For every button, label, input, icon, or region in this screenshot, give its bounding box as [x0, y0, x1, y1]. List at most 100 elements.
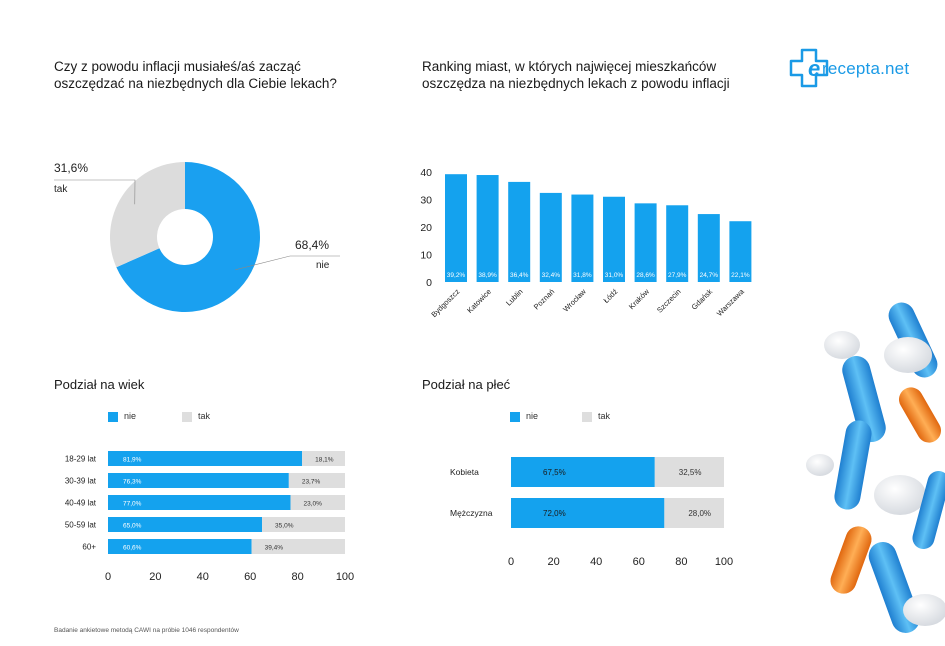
- legend-tak-swatch: [182, 412, 192, 422]
- pill-capsule-blue-3: [834, 420, 872, 510]
- bar-nie-3: [108, 517, 263, 532]
- bar-label-tak: 35,0%: [275, 523, 294, 530]
- logo-cross-icon: e: [789, 48, 829, 88]
- city-bar-7: [666, 205, 689, 282]
- pills-illustration: [806, 302, 945, 633]
- pill-tablet-white-5: [903, 594, 945, 626]
- city-ytick: 30: [420, 195, 432, 207]
- city-bar-1: [476, 175, 499, 282]
- bar-nie-2: [108, 495, 291, 510]
- city-category-label: Lublin: [504, 287, 525, 308]
- bar-tak-4: [251, 539, 345, 554]
- legend-nie-label-gender: nie: [526, 411, 539, 421]
- x-tick-label: 80: [675, 556, 687, 568]
- city-category-label: Warszawa: [715, 286, 747, 318]
- x-tick-label: 80: [291, 571, 303, 583]
- bar-nie-1: [511, 498, 665, 528]
- pill-capsule-blue-5: [912, 470, 945, 550]
- city-value-label: 38,9%: [478, 272, 497, 279]
- bar-tak-2: [290, 495, 345, 510]
- legend-tak-label-gender: tak: [598, 411, 611, 421]
- bar-label-nie: 81,9%: [123, 457, 142, 464]
- bar-category-label: Mężczyzna: [450, 508, 493, 518]
- bar-tak-0: [302, 451, 345, 466]
- pie-title-line1: Czy z powodu inflacji musiałeś/aś zacząć: [54, 59, 301, 74]
- bar-nie-0: [511, 457, 655, 487]
- bar-label-tak: 39,4%: [265, 545, 284, 552]
- pie-leader-tak: [54, 179, 136, 205]
- city-bar-5: [603, 196, 625, 282]
- city-value-label: 28,6%: [636, 272, 655, 279]
- pie-value-nie: 68,4%: [295, 238, 329, 252]
- x-tick-label: 100: [715, 556, 733, 568]
- city-bar-0: [445, 174, 467, 282]
- bar-category-label: 60+: [82, 543, 96, 552]
- bar-label-tak: 28,0%: [688, 509, 711, 518]
- bar-tak-0: [654, 457, 724, 487]
- legend-nie-swatch: [108, 412, 118, 422]
- bar-label-nie: 77,0%: [123, 501, 142, 508]
- city-category-label: Katowice: [465, 287, 493, 315]
- bar-nie-1: [108, 473, 289, 488]
- bar-label-nie: 67,5%: [543, 468, 566, 477]
- bar-label-nie: 65,0%: [123, 523, 142, 530]
- pill-tablet-white-4: [806, 454, 834, 476]
- city-category-label: Szczecin: [655, 287, 683, 315]
- x-tick-label: 0: [508, 556, 514, 568]
- city-value-label: 31,8%: [573, 272, 592, 279]
- age-section-title: Podział na wiek: [54, 377, 145, 392]
- bar-tak-1: [288, 473, 345, 488]
- city-category-label: Kraków: [627, 287, 651, 311]
- pie-slice-tak: [110, 162, 185, 268]
- city-bar-2: [508, 181, 531, 282]
- x-tick-label: 0: [105, 571, 111, 583]
- pie-slice-nie: [116, 162, 261, 312]
- pie-chart-title: Czy z powodu inflacji musiałeś/aś zacząć…: [54, 58, 337, 92]
- footnote: Badanie ankietowe metodą CAWI na próbie …: [54, 627, 239, 634]
- pie-chart: 68,4% nie 31,6% tak: [54, 161, 340, 312]
- pie-label-tak: tak: [54, 184, 68, 195]
- city-value-label: 39,2%: [447, 272, 466, 279]
- city-value-label: 22,1%: [731, 272, 750, 279]
- pill-capsule-blue-2: [842, 356, 886, 442]
- x-tick-label: 60: [633, 556, 645, 568]
- city-value-label: 32,4%: [542, 272, 561, 279]
- pie-label-nie: nie: [316, 260, 330, 271]
- x-tick-label: 40: [197, 571, 209, 583]
- bar-label-nie: 60,6%: [123, 545, 142, 552]
- pill-capsule-orange-2: [830, 526, 872, 594]
- bar-tak-1: [664, 498, 724, 528]
- logo: e recepta.net: [788, 46, 918, 90]
- city-value-label: 24,7%: [700, 272, 719, 279]
- pie-value-tak: 31,6%: [54, 161, 88, 175]
- x-tick-label: 20: [149, 571, 161, 583]
- city-bar-3: [539, 192, 562, 282]
- city-ytick: 10: [420, 250, 432, 262]
- bar-label-tak: 23,0%: [303, 501, 322, 508]
- bar-label-nie: 76,3%: [123, 479, 142, 486]
- x-tick-label: 100: [336, 571, 354, 583]
- city-category-label: Bydgoszcz: [429, 287, 461, 319]
- city-value-label: 27,9%: [668, 272, 687, 279]
- city-bar-4: [571, 194, 594, 282]
- bar-nie-0: [108, 451, 303, 466]
- pill-tablet-white-2: [824, 331, 860, 359]
- city-ytick: 40: [420, 167, 432, 179]
- bar-category-label: 40-49 lat: [65, 499, 97, 508]
- x-tick-label: 40: [590, 556, 602, 568]
- city-category-label: Łódź: [602, 287, 620, 305]
- city-bar-8: [697, 214, 720, 282]
- city-chart-title: Ranking miast, w których najwięcej miesz…: [422, 58, 730, 92]
- bar-label-tak: 23,7%: [302, 479, 321, 486]
- bar-nie-4: [108, 539, 252, 554]
- city-value-label: 31,0%: [605, 272, 624, 279]
- city-category-label: Poznań: [532, 287, 556, 311]
- pill-tablet-white-1: [884, 337, 932, 373]
- pie-leader-nie: [235, 255, 340, 271]
- legend-nie-label: nie: [124, 411, 137, 421]
- city-category-label: Gdańsk: [690, 287, 715, 312]
- legend-nie-swatch-gender: [510, 412, 520, 422]
- legend-tak-swatch-gender: [582, 412, 592, 422]
- pill-capsule-orange-1: [899, 387, 941, 443]
- pie-title-line2: oszczędzać na niezbędnych dla Ciebie lek…: [54, 76, 337, 91]
